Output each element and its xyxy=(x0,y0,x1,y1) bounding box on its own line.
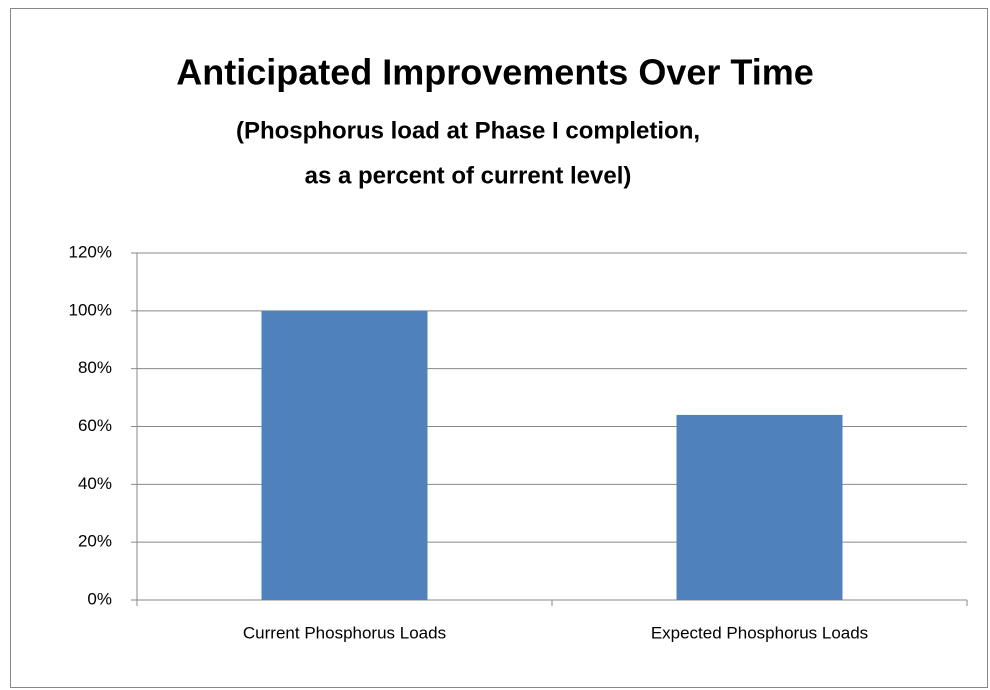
bar xyxy=(261,310,428,600)
y-tick-label: 40% xyxy=(78,474,112,493)
y-tick-label: 60% xyxy=(78,416,112,435)
chart-subtitle: (Phosphorus load at Phase I completion, xyxy=(236,117,700,144)
y-tick-label: 20% xyxy=(78,532,112,551)
y-tick-label: 100% xyxy=(69,300,112,319)
x-tick-label: Current Phosphorus Loads xyxy=(243,623,446,642)
chart-title: Anticipated Improvements Over Time xyxy=(176,52,814,93)
y-tick-label: 120% xyxy=(69,242,112,261)
x-tick-label: Expected Phosphorus Loads xyxy=(651,623,868,642)
y-tick-label: 80% xyxy=(78,358,112,377)
bar xyxy=(676,414,843,600)
y-tick-label: 0% xyxy=(87,589,112,608)
chart-subtitle: as a percent of current level) xyxy=(305,162,632,189)
